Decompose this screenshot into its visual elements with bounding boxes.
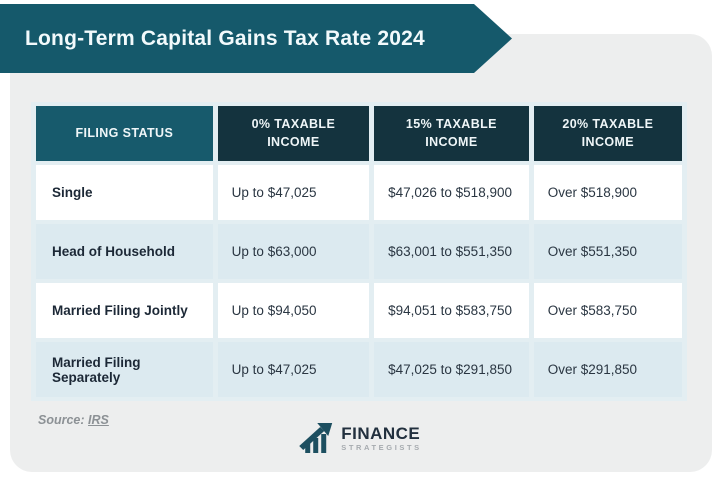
column-header-0-percent: 0% TAXABLE INCOME	[217, 106, 370, 161]
column-header-15-percent: 15% TAXABLE INCOME	[374, 106, 529, 161]
cell-filing-status: Married Filing Separately	[36, 342, 213, 397]
cell-15-percent: $47,026 to $518,900	[374, 165, 529, 220]
cell-20-percent: Over $583,750	[533, 283, 682, 338]
cell-0-percent: Up to $63,000	[217, 224, 370, 279]
page-title: Long-Term Capital Gains Tax Rate 2024	[25, 26, 425, 50]
cell-15-percent: $94,051 to $583,750	[374, 283, 529, 338]
logo-name: FINANCE	[341, 423, 421, 443]
column-header-20-percent: 20% TAXABLE INCOME	[533, 106, 682, 161]
table-header-row: FILING STATUS 0% TAXABLE INCOME 15% TAXA…	[36, 106, 682, 161]
cell-20-percent: Over $291,850	[533, 342, 682, 397]
cell-15-percent: $63,001 to $551,350	[374, 224, 529, 279]
cell-15-percent: $47,025 to $291,850	[374, 342, 529, 397]
tax-rate-table: FILING STATUS 0% TAXABLE INCOME 15% TAXA…	[31, 102, 687, 401]
source-attribution: Source: IRS	[38, 413, 109, 427]
cell-20-percent: Over $551,350	[533, 224, 682, 279]
tax-rate-table-container: FILING STATUS 0% TAXABLE INCOME 15% TAXA…	[31, 102, 687, 401]
table-row-head-of-household: Head of Household Up to $63,000 $63,001 …	[36, 224, 682, 279]
cell-0-percent: Up to $47,025	[217, 165, 370, 220]
bar-chart-up-arrow-icon	[299, 423, 333, 453]
cell-20-percent: Over $518,900	[533, 165, 682, 220]
cell-filing-status: Single	[36, 165, 213, 220]
source-link[interactable]: IRS	[88, 413, 109, 427]
cell-filing-status: Head of Household	[36, 224, 213, 279]
finance-strategists-logo: FINANCE STRATEGISTS	[298, 422, 422, 454]
source-label: Source:	[38, 413, 85, 427]
cell-0-percent: Up to $94,050	[217, 283, 370, 338]
cell-0-percent: Up to $47,025	[217, 342, 370, 397]
table-row-single: Single Up to $47,025 $47,026 to $518,900…	[36, 165, 682, 220]
cell-filing-status: Married Filing Jointly	[36, 283, 213, 338]
logo-text: FINANCE STRATEGISTS	[341, 425, 422, 452]
column-header-filing-status: FILING STATUS	[36, 106, 213, 161]
table-row-married-separately: Married Filing Separately Up to $47,025 …	[36, 342, 682, 397]
title-banner: Long-Term Capital Gains Tax Rate 2024	[0, 4, 512, 73]
table-row-married-jointly: Married Filing Jointly Up to $94,050 $94…	[36, 283, 682, 338]
logo-subtitle: STRATEGISTS	[341, 442, 422, 452]
